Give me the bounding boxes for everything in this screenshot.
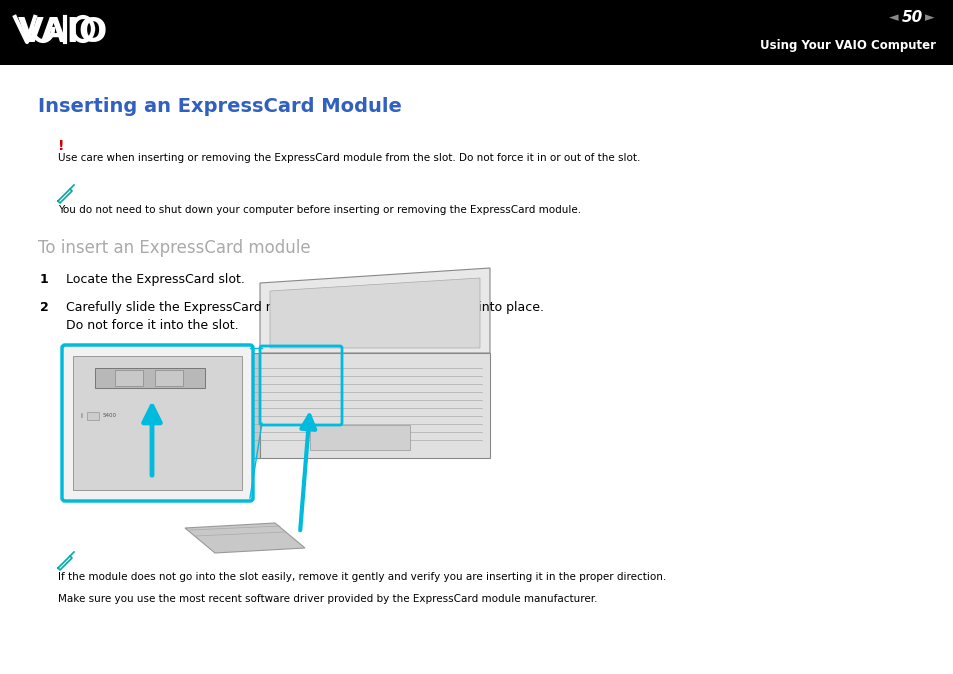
Text: You do not need to shut down your computer before inserting or removing the Expr: You do not need to shut down your comput… bbox=[58, 205, 580, 215]
Text: !: ! bbox=[58, 139, 65, 153]
Polygon shape bbox=[73, 356, 242, 490]
Text: Locate the ExpressCard slot.: Locate the ExpressCard slot. bbox=[66, 273, 245, 286]
Text: 2: 2 bbox=[40, 301, 49, 314]
Bar bbox=[95, 368, 205, 388]
Bar bbox=[310, 425, 410, 450]
Text: Inserting an ExpressCard Module: Inserting an ExpressCard Module bbox=[38, 97, 401, 116]
Text: VAIO: VAIO bbox=[18, 16, 108, 49]
Text: 5400: 5400 bbox=[103, 413, 117, 418]
Text: i: i bbox=[80, 413, 82, 419]
Text: ◄: ◄ bbox=[888, 11, 898, 24]
Text: If the module does not go into the slot easily, remove it gently and verify you : If the module does not go into the slot … bbox=[58, 572, 665, 582]
Text: Make sure you use the most recent software driver provided by the ExpressCard mo: Make sure you use the most recent softwa… bbox=[58, 594, 597, 604]
FancyBboxPatch shape bbox=[62, 345, 253, 501]
Polygon shape bbox=[270, 278, 479, 348]
Bar bbox=[154, 370, 183, 386]
Bar bbox=[0, 0, 953, 65]
Text: 50: 50 bbox=[901, 11, 922, 26]
Polygon shape bbox=[185, 523, 305, 553]
Polygon shape bbox=[220, 353, 260, 458]
Polygon shape bbox=[260, 268, 490, 353]
Text: To insert an ExpressCard module: To insert an ExpressCard module bbox=[38, 239, 311, 257]
Text: Carefully slide the ExpressCard module into the slot until it clicks into place.: Carefully slide the ExpressCard module i… bbox=[66, 301, 543, 314]
Text: 1: 1 bbox=[40, 273, 49, 286]
Text: Using Your VAIO Computer: Using Your VAIO Computer bbox=[760, 40, 935, 53]
Polygon shape bbox=[220, 353, 490, 458]
Text: Use care when inserting or removing the ExpressCard module from the slot. Do not: Use care when inserting or removing the … bbox=[58, 153, 639, 163]
Bar bbox=[87, 412, 99, 420]
Text: ►: ► bbox=[924, 11, 934, 24]
Bar bbox=[115, 370, 143, 386]
Text: Do not force it into the slot.: Do not force it into the slot. bbox=[66, 319, 238, 332]
